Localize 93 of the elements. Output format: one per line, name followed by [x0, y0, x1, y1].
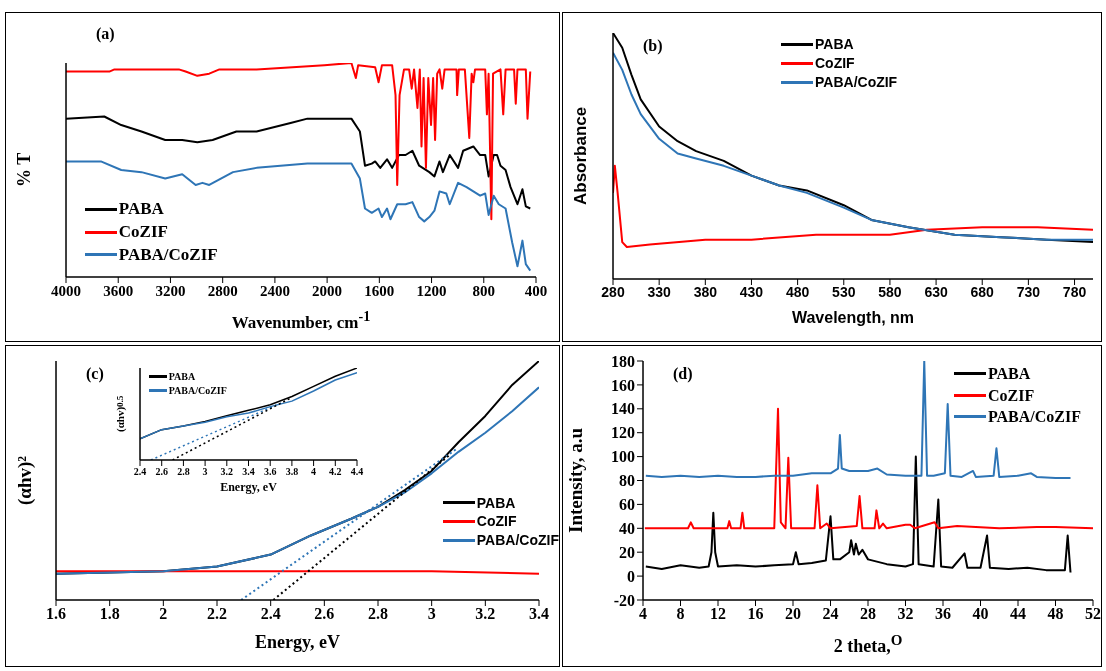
x-tick-label: 1600 [364, 282, 395, 299]
legend-label: PABA [168, 370, 196, 384]
x-axis-title: Energy, eV [219, 480, 278, 495]
x-tick-label: 2800 [207, 282, 238, 299]
legend-label: CoZIF [987, 385, 1035, 406]
x-tick-label: 12 [710, 605, 727, 623]
x-tick-label: 3.4 [529, 605, 549, 623]
x-tick-label: 2.4 [133, 466, 147, 478]
x-tick-label: 4.2 [329, 466, 342, 478]
y-axis-title: Absorbance [571, 105, 591, 208]
legend-label: PABA/CoZIF [815, 72, 898, 92]
legend-label: PABA/CoZIF [987, 407, 1081, 428]
legend-label: PABA [987, 364, 1031, 384]
x-axis-title: Wavelength, nm [790, 309, 916, 327]
x-tick-label: 16 [747, 605, 764, 623]
x-tick-label: 3.6 [263, 466, 277, 478]
x-tick-label: 3 [427, 605, 436, 623]
y-tick-label: 20 [619, 543, 636, 561]
x-tick-label: 3.8 [285, 466, 299, 478]
legend-label: PABA [815, 35, 854, 54]
x-tick-label: 32 [897, 605, 914, 623]
y-axis-title: (αhv)² [14, 455, 36, 507]
annotation: (c) [86, 365, 104, 383]
y-tick-label: -20 [613, 591, 636, 609]
x-tick-label: 2000 [312, 282, 343, 299]
y-tick-label: 140 [611, 400, 636, 418]
x-tick-label: 20 [785, 605, 802, 623]
x-tick-label: 680 [970, 283, 995, 300]
annotation: (b) [643, 37, 663, 55]
y-axis-title: % T [14, 151, 35, 190]
x-tick-label: 4000 [51, 282, 82, 299]
x-axis-title: 2 theta,$^{O}$ [832, 632, 904, 657]
x-tick-label: 52 [1085, 605, 1101, 623]
x-tick-label: 1.6 [46, 605, 67, 623]
annotation: (d) [673, 365, 693, 383]
x-tick-label: 40 [972, 605, 989, 623]
x-tick-label: 3200 [155, 282, 186, 299]
legend-label: PABA/CoZIF [168, 383, 227, 397]
y-tick-label: 40 [619, 519, 636, 537]
y-tick-label: 60 [619, 496, 636, 514]
legend-label: CoZIF [815, 53, 855, 73]
legend-label: PABA [118, 197, 164, 220]
x-axis-title: Energy, eV [254, 632, 341, 653]
x-tick-label: 430 [739, 283, 764, 300]
x-tick-label: 400 [524, 282, 548, 299]
x-tick-label: 2.8 [177, 466, 190, 478]
x-tick-label: 580 [878, 283, 902, 300]
x-tick-label: 3.2 [475, 605, 496, 623]
x-tick-label: 2.4 [260, 605, 281, 623]
legend-label: CoZIF [118, 220, 168, 243]
x-tick-label: 1.8 [99, 605, 120, 623]
x-tick-label: 2.2 [207, 605, 228, 623]
legend-label: PABA [476, 493, 516, 513]
x-tick-label: 4 [639, 605, 648, 623]
x-tick-label: 24 [822, 605, 839, 623]
y-axis-title: Intensity, a.u [565, 426, 587, 536]
x-tick-label: 3.2 [220, 466, 234, 478]
x-tick-label: 330 [647, 283, 672, 300]
x-tick-label: 2.6 [155, 466, 168, 478]
x-tick-label: 4 [311, 466, 317, 478]
x-tick-label: 380 [693, 283, 718, 300]
y-tick-label: 120 [611, 424, 636, 442]
x-tick-label: 2.6 [314, 605, 335, 623]
x-tick-label: 280 [601, 283, 625, 300]
x-tick-label: 530 [832, 283, 856, 300]
legend-label: PABA/CoZIF [118, 243, 218, 266]
legend-label: CoZIF [476, 512, 517, 532]
x-tick-label: 1200 [416, 282, 447, 299]
x-tick-label: 2.8 [368, 605, 388, 623]
y-tick-label: 0 [627, 567, 636, 585]
x-tick-label: 4.4 [350, 466, 364, 478]
x-tick-label: 36 [935, 605, 951, 623]
x-tick-label: 28 [860, 605, 877, 623]
x-tick-label: 3.4 [242, 466, 255, 478]
x-tick-label: 48 [1047, 605, 1064, 623]
text: (a) [96, 25, 115, 43]
x-axis-title: Wavenumber, cm$^{-1}$ [230, 308, 372, 333]
x-tick-label: 2400 [259, 282, 290, 299]
x-tick-label: 800 [472, 282, 496, 299]
x-tick-label: 3 [202, 466, 208, 478]
x-tick-label: 8 [676, 605, 685, 623]
x-tick-label: 480 [785, 283, 810, 300]
x-tick-label: 44 [1010, 605, 1026, 623]
x-tick-label: 2 [159, 605, 168, 623]
x-tick-label: 730 [1016, 283, 1041, 300]
x-tick-label: 630 [924, 283, 948, 300]
x-tick-label: 780 [1062, 283, 1087, 300]
y-tick-label: 180 [611, 352, 636, 370]
y-tick-label: 160 [611, 376, 636, 394]
y-tick-label: 100 [611, 448, 636, 466]
y-tick-label: 80 [619, 472, 636, 490]
legend-label: PABA/CoZIF [476, 531, 559, 551]
x-tick-label: 3600 [103, 282, 134, 299]
